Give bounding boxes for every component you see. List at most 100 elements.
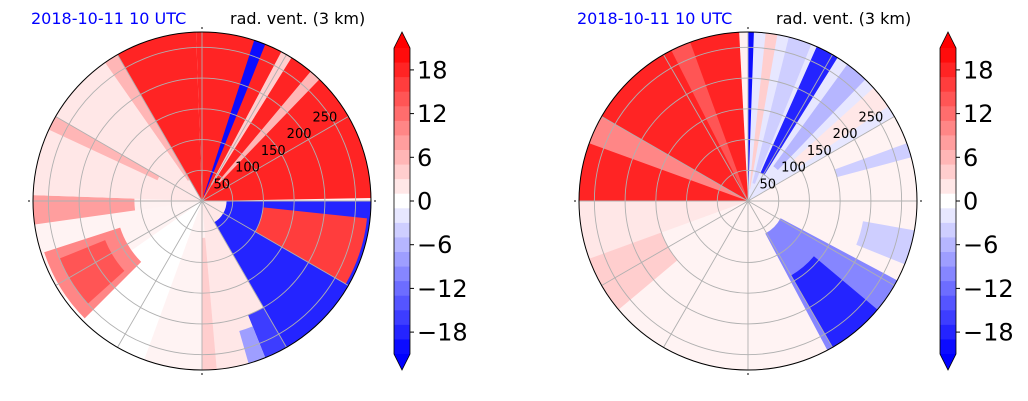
plot-boundary [578, 31, 918, 371]
azimuth-line [201, 200, 349, 286]
colorbar-band [940, 179, 956, 195]
colorbar-outline [939, 31, 957, 371]
range-tick-label: 200 [833, 127, 858, 142]
velocity-sector [579, 32, 748, 202]
colorbar-extend-min [940, 354, 956, 370]
range-tick-label: 250 [858, 110, 883, 125]
colorbar-band [394, 266, 410, 282]
colorbar-band [940, 106, 956, 122]
colorbar-band [394, 222, 410, 238]
velocity-sector [117, 32, 202, 201]
velocity-sector [791, 256, 878, 348]
colorbar-band [394, 281, 410, 297]
colorbar-band [394, 295, 410, 311]
colorbar-tick-label: 6 [417, 144, 432, 172]
colorbar-band [394, 62, 410, 78]
colorbar-band [940, 295, 956, 311]
velocity-sector [63, 201, 203, 360]
velocity-sector [671, 42, 748, 201]
colorbar-band [940, 266, 956, 282]
velocity-sector [793, 87, 889, 167]
plot-boundary [32, 31, 372, 371]
range-tick-label: 200 [287, 127, 312, 142]
range-tick-label: 100 [781, 161, 806, 176]
velocity-sector [48, 116, 160, 181]
colorbar-tick-label: 12 [417, 100, 448, 128]
colorbar-band [940, 120, 956, 136]
ppi-chart: 2018-10-11 10 UTC rad. vent. (3 km) 50 10… [28, 9, 468, 375]
colorbar-band [940, 62, 956, 78]
colorbar-band [394, 135, 410, 151]
colorbar-band [940, 48, 956, 64]
colorbar-tick-label: 0 [417, 188, 432, 216]
colorbar-extend-max [940, 32, 956, 48]
ppi-chart: 2018-10-11 10 UTC rad. vent. (3 km) 50 10… [574, 9, 1014, 375]
colorbar-tick-label: −12 [417, 275, 468, 303]
azimuth-line [663, 54, 749, 202]
colorbar-band [394, 91, 410, 107]
velocity-sector [748, 32, 754, 195]
colorbar-tick-label: 18 [417, 56, 448, 84]
azimuth-line [201, 200, 287, 348]
velocity-sector [834, 143, 912, 178]
colorbar-band [394, 339, 410, 355]
azimuth-line [55, 116, 203, 202]
velocity-sector [749, 32, 778, 189]
colorbar-tick-label: 12 [963, 100, 994, 128]
velocity-sector [773, 64, 866, 171]
colorbar-band [940, 281, 956, 297]
chart-title-left: 2018-10-11 10 UTC [577, 9, 732, 28]
colorbar-tick-label: −18 [417, 319, 468, 347]
colorbar-band [394, 237, 410, 253]
colorbar-extend-max [394, 32, 410, 48]
colorbar-band [394, 164, 410, 180]
colorbar-band [394, 252, 410, 268]
azimuth-line [55, 200, 203, 286]
colorbar-tick-label: 6 [963, 144, 978, 172]
colorbar-band [940, 135, 956, 151]
colorbar-band [394, 179, 410, 195]
azimuth-line [201, 54, 287, 202]
colorbar: 18 12 6 0 −6 −12 −18 [939, 31, 1014, 371]
colorbar-extend-min [394, 354, 410, 370]
colorbar-outline [393, 31, 411, 371]
colorbar-band [940, 150, 956, 166]
colorbar-band [940, 310, 956, 326]
range-tick-label: 50 [214, 177, 231, 192]
colorbar-band [940, 193, 956, 209]
colorbar-band [394, 150, 410, 166]
azimuth-line [663, 200, 749, 348]
azimuth-line [117, 200, 203, 348]
azimuth-line [747, 116, 895, 202]
range-tick-label: 150 [261, 144, 286, 159]
azimuth-line [601, 200, 749, 286]
velocity-sector [210, 51, 292, 186]
colorbar-tick-label: −12 [963, 275, 1014, 303]
azimuth-line [747, 200, 895, 286]
azimuth-line [601, 116, 749, 202]
colorbar-band [940, 324, 956, 340]
colorbar-tick-label: −6 [417, 231, 452, 259]
ppi-panel-right: 2018-10-11 10 UTC rad. vent. (3 km) 50 10… [546, 0, 1028, 401]
colorbar-band [940, 252, 956, 268]
colorbar-band [394, 48, 410, 64]
colorbar-band [940, 222, 956, 238]
colorbar-tick-label: −6 [963, 231, 998, 259]
velocity-sector [589, 201, 748, 370]
azimuth-line [747, 200, 833, 348]
colorbar-band [394, 77, 410, 93]
velocity-sector [579, 201, 748, 259]
velocity-sector [239, 326, 266, 364]
azimuth-line [747, 54, 833, 202]
colorbar-band [394, 120, 410, 136]
range-tick-label: 100 [235, 161, 260, 176]
colorbar-band [394, 324, 410, 340]
velocity-sector [752, 37, 812, 184]
colorbar-band [940, 339, 956, 355]
colorbar-band [394, 106, 410, 122]
colorbar-band [940, 164, 956, 180]
velocity-sector [856, 221, 915, 265]
velocity-sector [589, 116, 748, 201]
ppi-field [33, 32, 371, 370]
velocity-sector [203, 40, 266, 196]
